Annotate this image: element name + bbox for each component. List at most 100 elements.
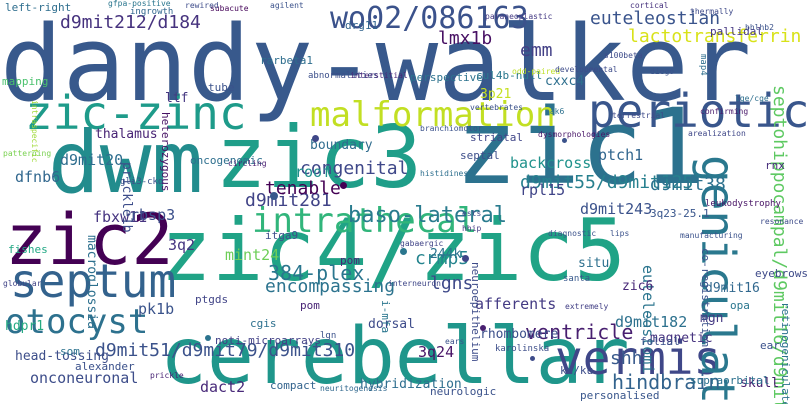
word: magnetic: [650, 331, 713, 346]
word: dysmorphologies: [538, 130, 611, 139]
word: d9mit182: [615, 313, 688, 331]
word: gabaergic: [400, 239, 444, 248]
word: ptch1: [598, 146, 644, 164]
word: euteleostian: [590, 8, 721, 29]
word: mint24: [225, 246, 280, 264]
word: vermis: [555, 331, 722, 385]
word: head-tossing: [15, 349, 109, 364]
word: hindbrain: [612, 370, 721, 394]
word: gfpa-positive: [108, 0, 171, 8]
word: extremely: [565, 302, 609, 311]
word: rewired: [185, 1, 219, 10]
word: pak6: [545, 107, 565, 116]
word: tube: [208, 81, 235, 94]
word: d9mit20: [60, 151, 124, 169]
word: oncogenomic: [190, 154, 263, 167]
word: odd-paired: [512, 67, 561, 76]
word: itga9: [265, 229, 299, 242]
decorative-dot: [462, 255, 469, 262]
word: gli3-cko: [120, 177, 164, 187]
word: 3q24: [418, 343, 455, 361]
word: congenital: [300, 158, 409, 179]
word: drg11: [345, 19, 379, 32]
word: diego: [650, 67, 675, 76]
word: ests: [462, 209, 482, 218]
word: ku/ku: [560, 364, 594, 377]
word: zic2: [5, 199, 174, 281]
word: onconeuronal: [30, 369, 139, 387]
word: alexander: [75, 360, 135, 373]
word: hybridization: [360, 377, 462, 392]
word: hhip: [462, 224, 482, 233]
word: histidines: [420, 169, 469, 178]
word: dwm: [48, 113, 204, 213]
word: dact2: [200, 378, 246, 396]
word: pallidal: [710, 25, 763, 38]
word: retinogeniculate: [779, 302, 792, 404]
word: ptgds: [195, 293, 229, 306]
word: globular: [3, 279, 42, 288]
word: euteleostomi: [639, 265, 657, 374]
word: malformation: [310, 95, 556, 135]
word: left-right: [5, 1, 72, 14]
word: otocyst: [5, 302, 149, 342]
word: shh: [610, 348, 643, 369]
word: d9mit16: [705, 281, 760, 296]
word: roof: [295, 163, 332, 181]
word: resonance: [760, 217, 804, 226]
word: diagnostic: [548, 229, 597, 238]
word: rbsp3: [130, 206, 176, 224]
word: 3p21: [480, 87, 512, 102]
word: septal: [460, 149, 500, 162]
word: boundary: [310, 138, 373, 153]
decorative-dot: [480, 325, 486, 331]
word: heterozygous: [159, 112, 172, 192]
word: d9mit281: [245, 190, 332, 211]
word: intrathecal: [252, 201, 478, 241]
word: ears: [445, 337, 465, 346]
word: geniculate: [691, 155, 745, 404]
word: cerebellar: [160, 312, 630, 402]
word: manufacturing: [680, 231, 743, 240]
word: ingrowth: [130, 7, 174, 17]
word: periotic: [588, 84, 808, 138]
word: fbxw11: [93, 208, 148, 226]
word: compact: [270, 379, 317, 392]
word: noti-microarrays: [215, 334, 321, 347]
word: rnx: [765, 159, 785, 172]
word: agilent: [270, 1, 304, 10]
word: pk1b: [138, 300, 175, 318]
word: confirming: [700, 107, 749, 116]
word: backcross: [510, 154, 592, 172]
word: interneuron: [388, 279, 441, 288]
word: co-registration: [699, 248, 712, 348]
word: wo02/086163: [330, 1, 529, 36]
word: eyebrows: [755, 267, 808, 280]
word: arealization: [688, 129, 746, 138]
word: striatal: [470, 131, 523, 144]
decorative-dot: [270, 192, 278, 200]
word: situ: [578, 256, 610, 271]
word: fishes: [8, 243, 48, 256]
word: d9mit51/d9mit79/d9mit310: [95, 340, 356, 361]
word: abnormalities: [308, 71, 379, 81]
word: d9mit212/d184: [60, 12, 201, 33]
word: prickle1b: [119, 162, 134, 233]
word: septum: [10, 254, 177, 308]
word: thermally: [690, 7, 734, 16]
word: 244k: [430, 247, 462, 262]
word: interstitial: [350, 71, 408, 80]
word: tenable: [265, 178, 341, 199]
word: ventricle: [525, 320, 634, 344]
word: s100beta: [604, 51, 643, 60]
word: neurologic: [430, 385, 497, 398]
decorative-dot: [340, 182, 347, 189]
word: lmx1b: [438, 28, 493, 49]
word: dandy-walker: [0, 3, 752, 125]
word: 3q2: [168, 236, 196, 254]
word: d9mit38: [650, 174, 726, 195]
word: supraorbital: [690, 374, 770, 387]
word: thalamus: [95, 127, 158, 142]
word: zic4/zic5: [160, 201, 626, 301]
